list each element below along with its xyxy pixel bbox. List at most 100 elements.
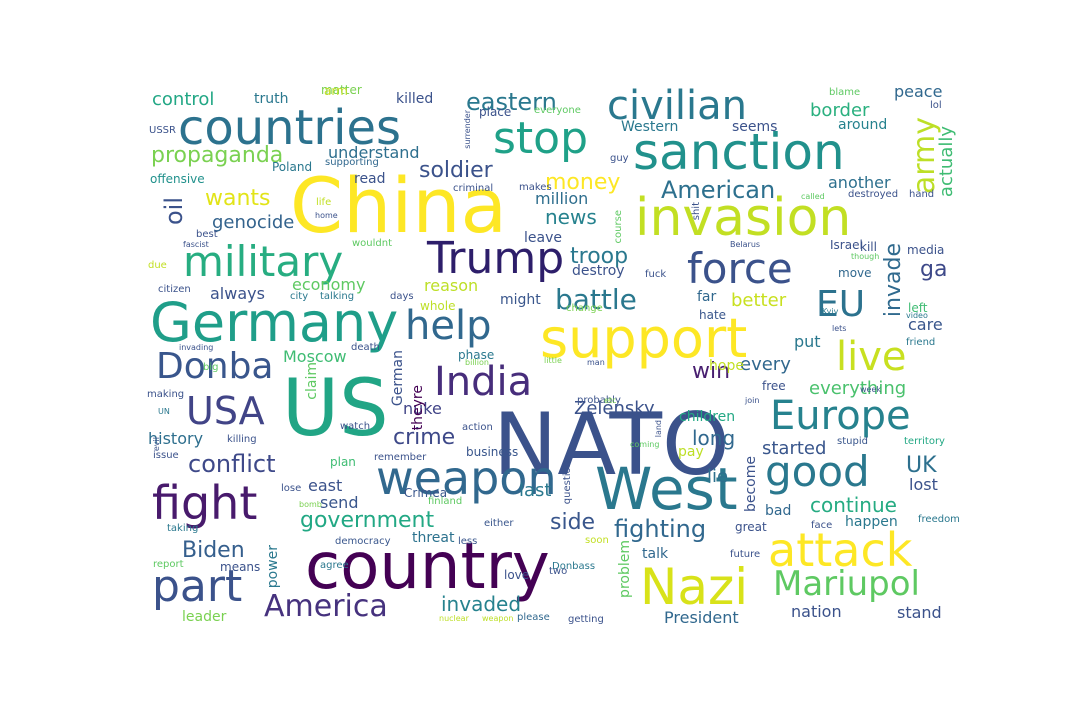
word-nazi: Nazi: [640, 558, 749, 616]
word-report: report: [153, 559, 184, 570]
word-europe: Europe: [770, 393, 911, 439]
word-weapon: weapon: [376, 451, 557, 505]
word-long: long: [692, 426, 736, 450]
word-genocide: genocide: [212, 212, 295, 233]
word-america: America: [264, 589, 388, 624]
word-attack: attack: [768, 523, 913, 577]
word-us: US: [282, 364, 389, 454]
word-eastern: eastern: [466, 88, 557, 116]
word-phase: phase: [458, 348, 495, 362]
word-question: question: [562, 461, 573, 505]
word-poland: Poland: [272, 160, 313, 174]
word-though: though: [851, 252, 880, 261]
word-claim: claim: [304, 362, 320, 400]
word-around: around: [838, 117, 888, 133]
word-everything: everything: [809, 378, 907, 399]
word-border: border: [810, 100, 870, 121]
word-india: India: [434, 359, 533, 405]
word-crime: crime: [393, 425, 456, 450]
word-mariupol: Mariupol: [773, 564, 920, 604]
word-wouldnt: wouldnt: [352, 238, 393, 249]
word-due: due: [148, 260, 167, 271]
word-etc: etc: [604, 396, 617, 405]
word-care: care: [908, 315, 943, 334]
word-lie: lie: [707, 466, 729, 487]
word-fuck: fuck: [645, 269, 667, 280]
word-finland: finland: [428, 496, 463, 507]
word-far: far: [697, 289, 717, 305]
word-military: military: [183, 237, 344, 286]
word-media: media: [907, 243, 945, 257]
word-western: Western: [621, 119, 679, 135]
word-leader: leader: [182, 609, 227, 625]
word-part: part: [152, 561, 243, 612]
word-freedom: freedom: [918, 514, 960, 525]
word-home: home: [315, 211, 338, 220]
word-join: join: [745, 396, 760, 405]
word-big: big: [203, 362, 219, 373]
word-free: free: [762, 379, 786, 393]
word-every: every: [740, 354, 791, 375]
word-soon: soon: [585, 535, 609, 546]
word-stupid: stupid: [837, 436, 868, 447]
word-land: land: [654, 420, 663, 438]
word-theyre: theyre: [410, 385, 426, 431]
word-civilian: civilian: [607, 83, 747, 129]
word-left: left: [908, 301, 928, 315]
word-death: death: [351, 342, 380, 353]
word-german: German: [390, 350, 406, 407]
word-better: better: [731, 290, 787, 311]
word-evil: evil: [152, 437, 161, 452]
word-children: children: [679, 409, 736, 425]
word-happen: happen: [845, 514, 898, 530]
word-blame: blame: [829, 87, 861, 98]
word-lets: lets: [832, 324, 847, 333]
word-future: future: [730, 549, 761, 560]
word-un: UN: [158, 407, 170, 416]
word-nuke: nuke: [403, 399, 442, 418]
word-ussr: USSR: [149, 125, 176, 136]
word-live: live: [836, 334, 907, 380]
word-read: read: [354, 171, 386, 187]
word-bomb: bomb: [299, 500, 322, 509]
word-countries: countries: [178, 100, 402, 156]
word-plan: plan: [330, 455, 356, 469]
word-belarus: Belarus: [730, 240, 761, 249]
word-hand: hand: [909, 189, 935, 200]
word-face: face: [811, 520, 833, 531]
word-propaganda: propaganda: [151, 143, 284, 168]
word-citizen: citizen: [158, 284, 191, 295]
word-conflict: conflict: [188, 450, 276, 478]
word-seems: seems: [732, 119, 778, 135]
word-democracy: democracy: [335, 536, 391, 547]
word-crimea: Crimea: [404, 486, 448, 500]
word-send: send: [320, 493, 359, 512]
word-great: great: [735, 520, 767, 534]
word-man: man: [587, 358, 605, 367]
word-uk: UK: [906, 453, 937, 478]
word-truth: truth: [254, 91, 289, 107]
word-talking: talking: [320, 291, 355, 302]
word-surrender: surrender: [463, 110, 472, 149]
word-killing: killing: [227, 434, 257, 445]
word-help: help: [405, 303, 492, 349]
word-fighting: fighting: [614, 515, 707, 543]
word-course: course: [613, 210, 624, 244]
word-territory: territory: [904, 436, 945, 447]
word-love: love: [504, 568, 530, 582]
word-good: good: [765, 447, 870, 496]
word-power: power: [265, 545, 281, 589]
word-either: either: [484, 518, 514, 529]
word-put: put: [794, 332, 821, 351]
word-whole: whole: [420, 299, 456, 313]
word-nato: NATO: [493, 395, 730, 495]
word-news: news: [545, 205, 597, 229]
word-usa: USA: [186, 389, 265, 433]
word-east: east: [308, 476, 343, 495]
word-wants: wants: [205, 186, 271, 211]
word-week: week: [860, 385, 882, 394]
word-nation: nation: [791, 602, 842, 621]
word-taking: taking: [167, 523, 199, 534]
word-actually: actually: [936, 126, 957, 198]
